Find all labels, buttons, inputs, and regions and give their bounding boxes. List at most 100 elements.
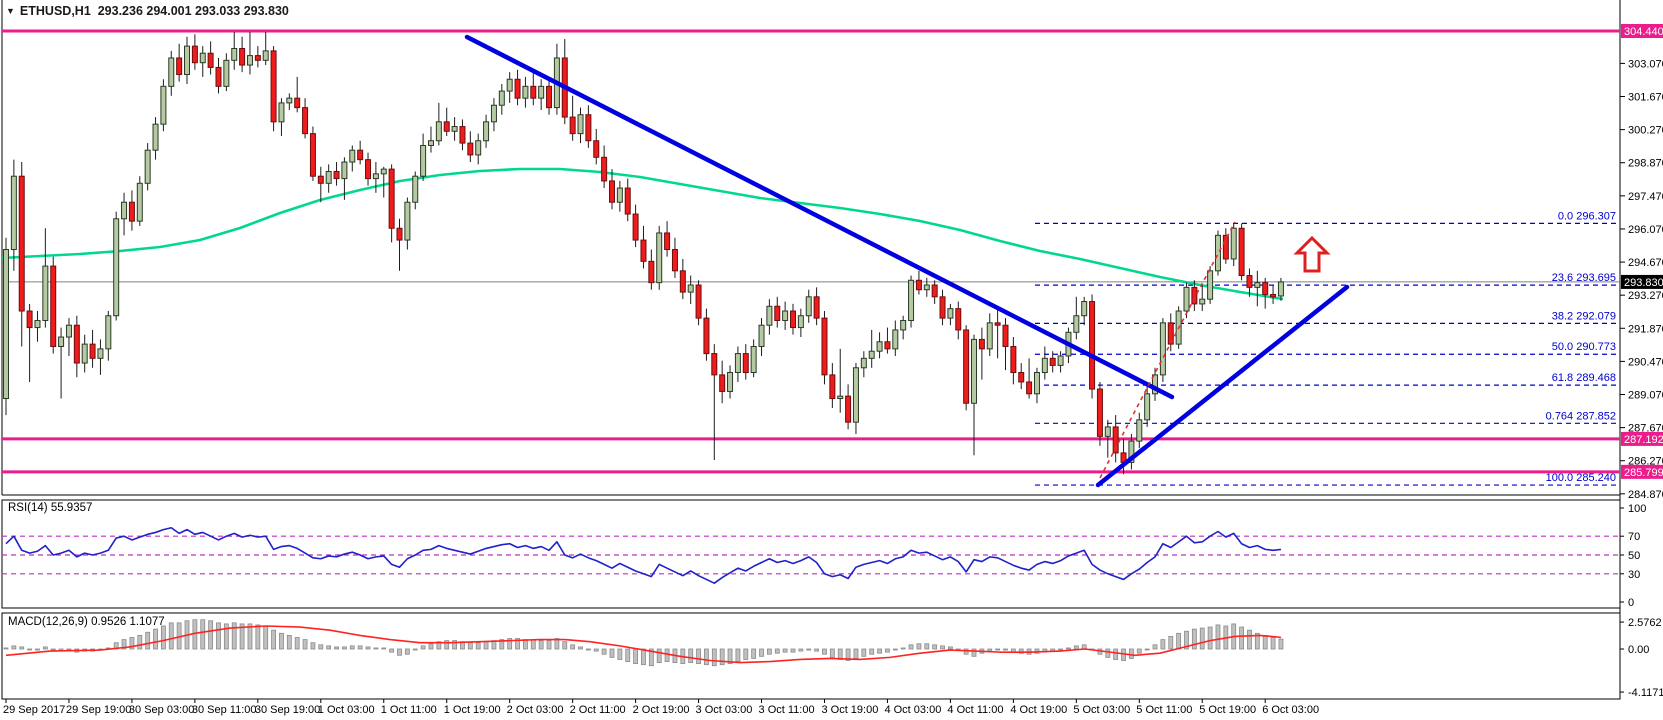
candle-body xyxy=(215,66,222,87)
candle-body xyxy=(365,159,372,180)
macd-histogram-bar xyxy=(1160,639,1166,650)
candle-body xyxy=(837,395,844,400)
candle-body xyxy=(89,343,96,359)
candle-body xyxy=(632,213,639,241)
macd-histogram-bar xyxy=(1144,648,1150,651)
candle-body xyxy=(144,149,151,184)
rsi-axis-label: 70 xyxy=(1628,531,1640,543)
candle-body xyxy=(128,201,135,222)
candle-body xyxy=(522,85,529,99)
candle-body xyxy=(876,341,883,352)
candle-body xyxy=(65,324,72,338)
price-tick-label: 301.670 xyxy=(1628,92,1663,104)
macd-histogram-bar xyxy=(1073,645,1079,650)
chart-title: ▼ ETHUSD,H1 293.236 294.001 293.033 293.8… xyxy=(6,4,289,18)
candle-body xyxy=(1089,301,1096,390)
macd-histogram-bar xyxy=(688,648,694,663)
symbol-dropdown-icon[interactable]: ▼ xyxy=(6,6,15,16)
macd-histogram-bar xyxy=(751,648,757,659)
candle-body xyxy=(1277,281,1284,297)
candle-body xyxy=(530,85,537,99)
candle-body xyxy=(475,140,482,156)
time-tick-label: 29 Sep 19:00 xyxy=(66,704,131,716)
candle-body xyxy=(860,357,867,369)
ohlc-readout: 293.236 294.001 293.033 293.830 xyxy=(97,4,289,18)
candle-body xyxy=(1191,286,1198,305)
rsi-axis-label: 30 xyxy=(1628,569,1640,581)
candle-body xyxy=(947,308,954,319)
macd-histogram-bar xyxy=(271,629,276,650)
macd-histogram-bar xyxy=(129,637,135,650)
macd-histogram-bar xyxy=(342,646,347,650)
macd-histogram-bar xyxy=(11,645,17,650)
macd-histogram-bar xyxy=(940,645,945,650)
candle-body xyxy=(388,168,395,229)
candle-body xyxy=(26,310,33,329)
candle-body xyxy=(719,374,726,392)
macd-histogram-bar xyxy=(208,620,214,650)
rsi-indicator-label: RSI(14) 55.9357 xyxy=(8,502,93,514)
macd-histogram-bar xyxy=(160,625,166,650)
candle-body xyxy=(845,395,852,423)
macd-histogram-bar xyxy=(987,648,993,652)
macd-histogram-bar xyxy=(247,623,253,650)
candle-body xyxy=(1049,357,1056,366)
macd-axis-label: -4.1171 xyxy=(1628,687,1663,699)
macd-histogram-bar xyxy=(1105,648,1111,658)
candle-body xyxy=(506,78,513,92)
rsi-axis-label: 50 xyxy=(1628,550,1640,562)
time-tick-label: 30 Sep 11:00 xyxy=(192,704,257,716)
candle-body xyxy=(742,353,749,374)
macd-histogram-bar xyxy=(1136,648,1142,654)
candle-body xyxy=(963,329,970,404)
candle-body xyxy=(223,59,230,87)
moving-average-line xyxy=(1,167,1284,301)
candle-body xyxy=(986,322,993,350)
time-tick-label: 6 Oct 03:00 xyxy=(1262,704,1319,716)
time-tick-label: 3 Oct 03:00 xyxy=(696,704,753,716)
macd-histogram-bar xyxy=(853,648,859,659)
candle-body xyxy=(931,284,938,298)
macd-histogram-bar xyxy=(334,646,339,650)
candle-body xyxy=(664,232,671,251)
candle-body xyxy=(81,343,88,364)
macd-histogram-bar xyxy=(711,648,717,667)
macd-histogram-bar xyxy=(554,638,560,650)
candle-body xyxy=(900,319,907,331)
macd-histogram-bar xyxy=(1207,626,1213,650)
candle-body xyxy=(829,374,836,400)
candle-body xyxy=(601,156,608,182)
fib-label-0.0: 0.0 296.307 xyxy=(1558,210,1616,222)
macd-histogram-bar xyxy=(444,640,450,650)
candle-body xyxy=(50,265,57,347)
time-tick-label: 2 Oct 03:00 xyxy=(507,704,564,716)
candle-body xyxy=(1010,345,1017,374)
candle-body xyxy=(1096,388,1103,437)
macd-histogram-bar xyxy=(877,648,882,654)
candle-body xyxy=(577,114,584,135)
macd-histogram-bar xyxy=(523,639,528,650)
candle-body xyxy=(459,126,466,144)
time-tick-label: 30 Sep 19:00 xyxy=(255,704,320,716)
macd-histogram-bar xyxy=(302,639,308,650)
candle-body xyxy=(797,315,804,329)
candle-body xyxy=(821,317,828,376)
candle-body xyxy=(1033,372,1040,395)
candle-body xyxy=(286,97,293,104)
candle-body xyxy=(372,173,379,180)
macd-histogram-bar xyxy=(790,648,796,653)
candle-body xyxy=(1152,374,1159,395)
candle-body xyxy=(435,121,442,142)
candle-body xyxy=(152,123,159,151)
candle-body xyxy=(585,114,592,142)
candle-body xyxy=(42,265,49,321)
time-tick-label: 2 Oct 11:00 xyxy=(570,704,626,716)
candle-body xyxy=(852,367,859,423)
up-arrow-icon xyxy=(1293,235,1331,273)
candle-body xyxy=(750,345,757,374)
price-tick-label: 298.870 xyxy=(1628,158,1663,170)
macd-histogram-bar xyxy=(373,647,379,650)
macd-histogram-bar xyxy=(829,648,835,658)
